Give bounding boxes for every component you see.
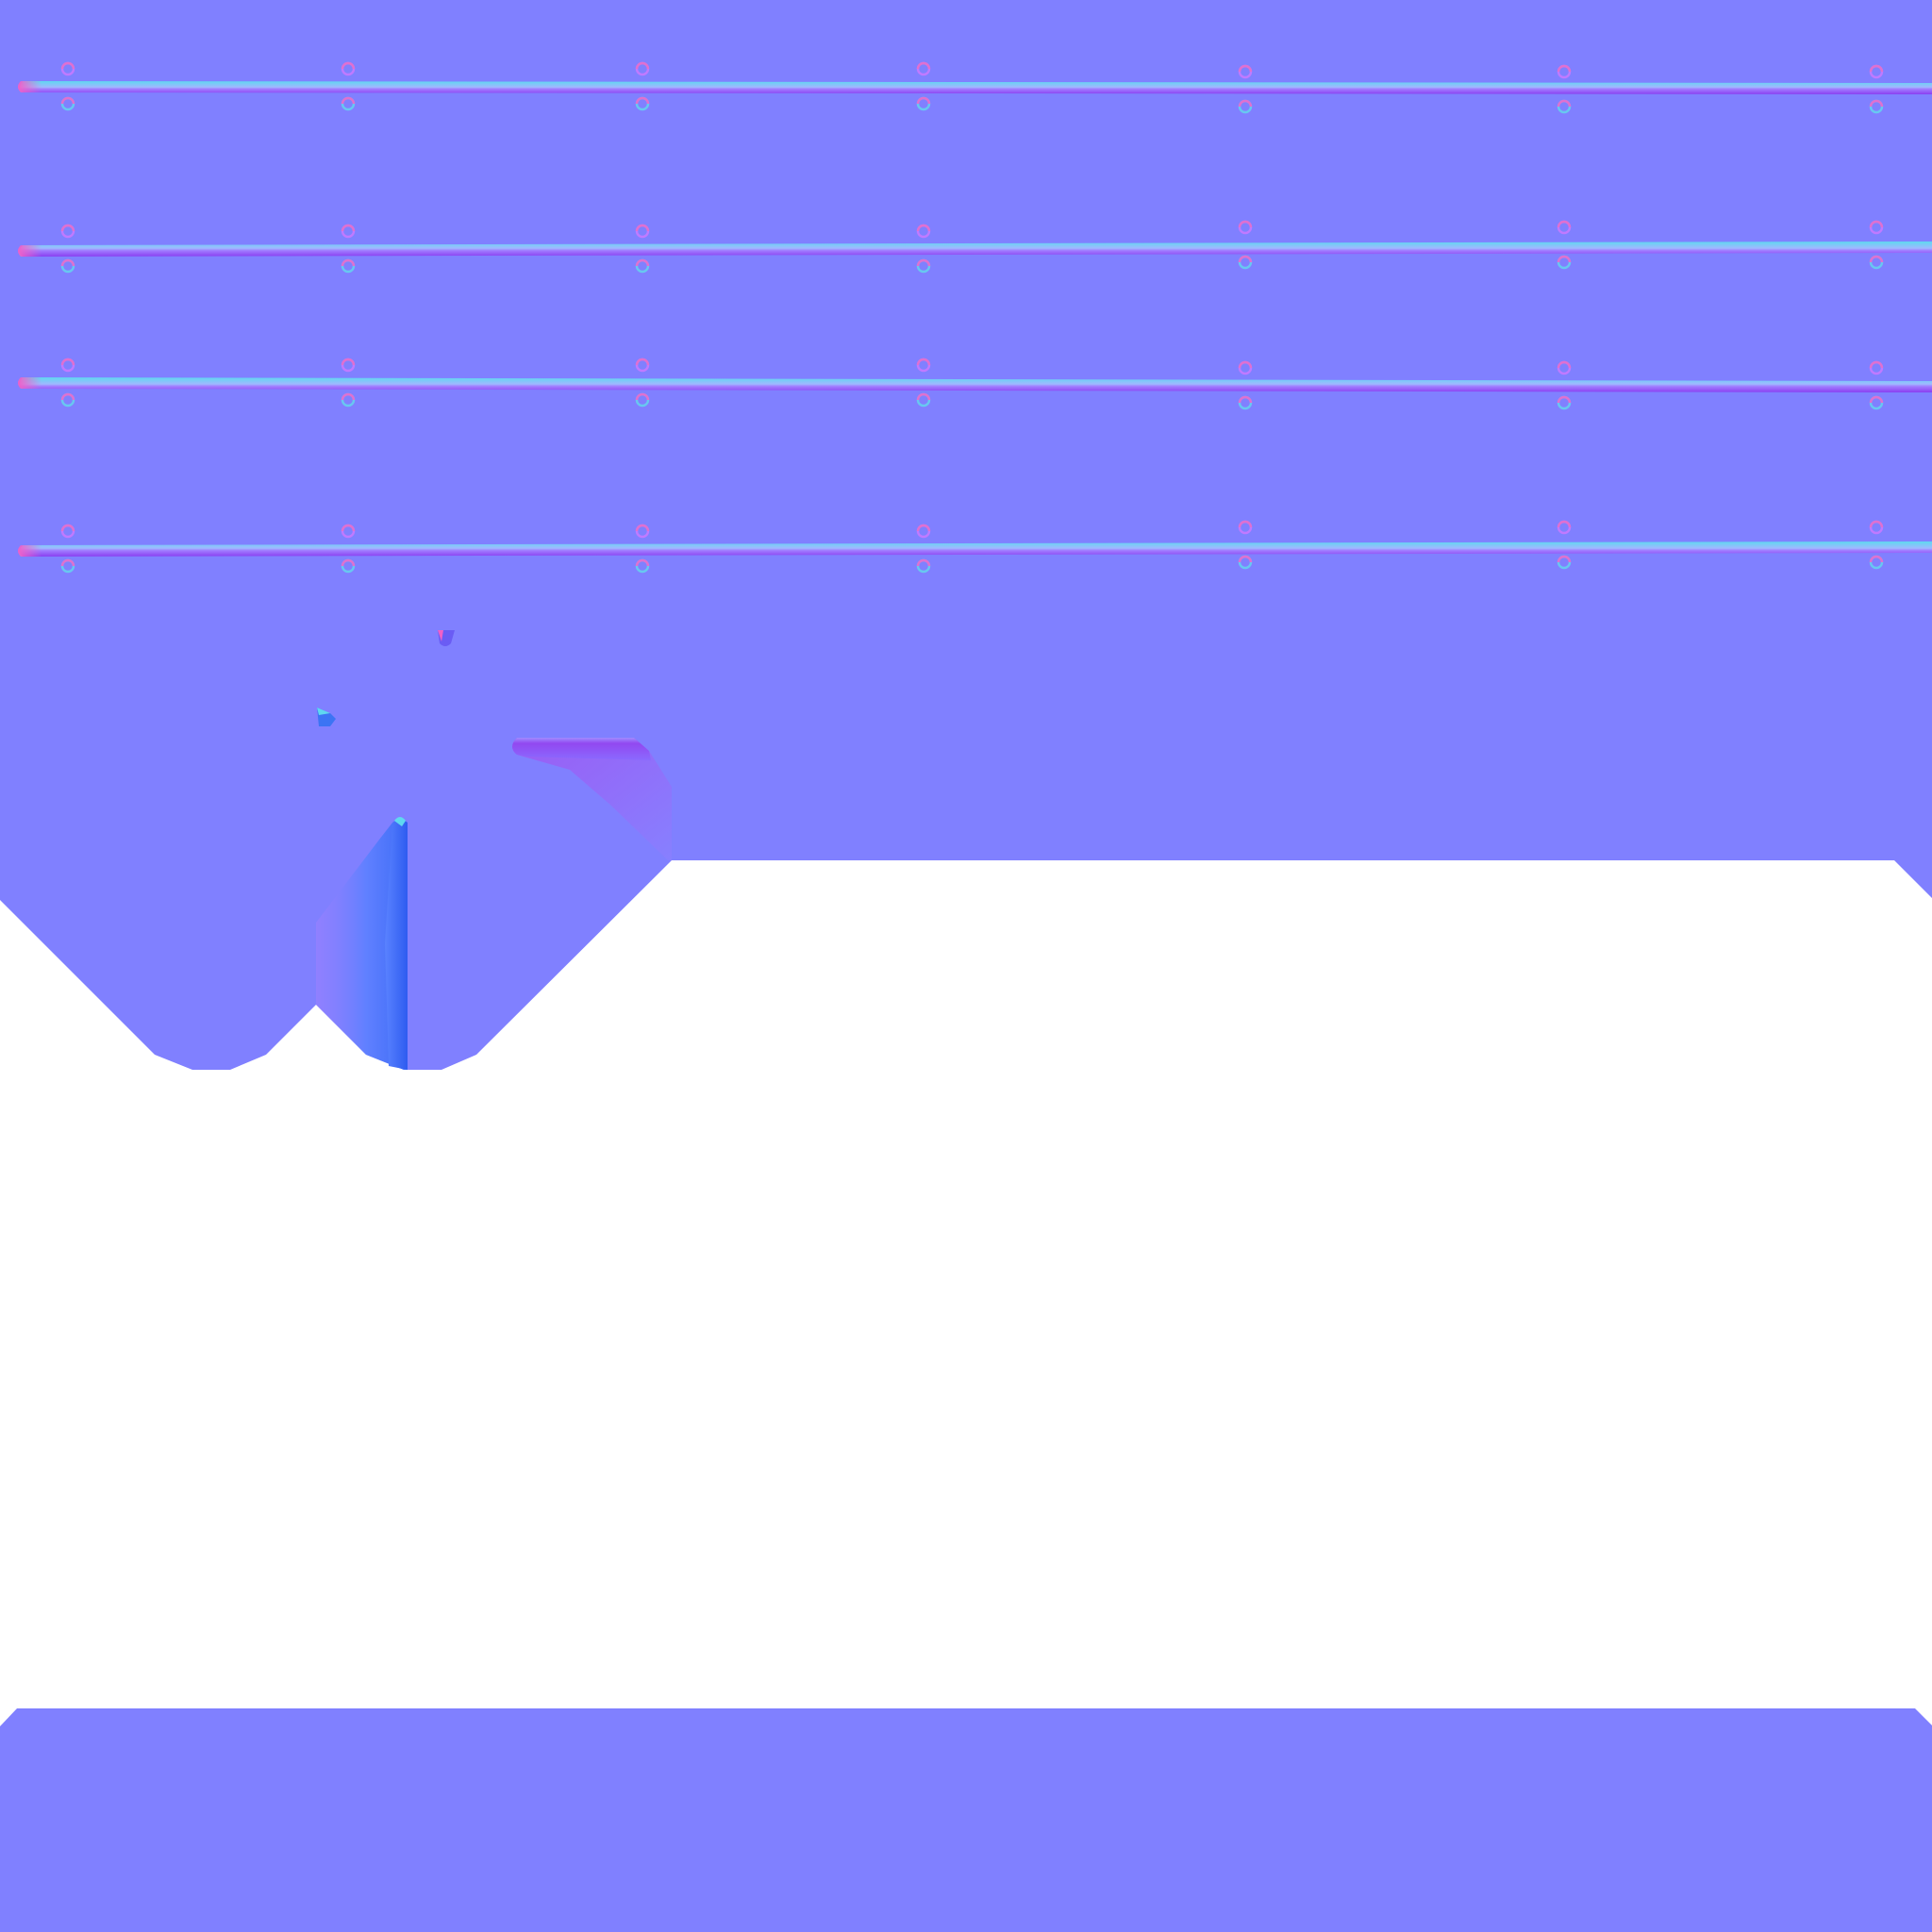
rivet-ring-highlight [635, 61, 650, 70]
rivet-ring-highlight [635, 96, 650, 105]
fold-tab [512, 738, 672, 860]
rivet-ring-highlight [916, 224, 931, 232]
rivet-ring-highlight [1869, 360, 1884, 369]
rivet-ring-highlight [1238, 395, 1253, 404]
rivet-ring-highlight [1869, 555, 1884, 563]
rivet-ring-highlight [341, 524, 356, 532]
rivet-ring-highlight [635, 558, 650, 567]
rivet-ring-highlight [341, 96, 356, 105]
rivet-ring-highlight [635, 392, 650, 401]
rivet-ring-highlight [916, 258, 931, 267]
rivet-ring-highlight [916, 392, 931, 401]
rivet-ring-highlight [341, 392, 356, 401]
rivet-ring-highlight [1557, 64, 1572, 73]
rivet-ring-highlight [1238, 64, 1253, 73]
rail-4 [18, 541, 1932, 557]
rivet-ring-highlight [341, 61, 356, 70]
rivet-ring-highlight [60, 96, 75, 105]
rail-1 [18, 81, 1932, 94]
rivet-ring-highlight [1557, 555, 1572, 563]
rails [18, 81, 1932, 557]
rivet-ring-highlight [1238, 255, 1253, 263]
rivet-ring-highlight [1238, 360, 1253, 369]
rivet-ring-highlight [1238, 99, 1253, 108]
rivet-ring-highlight [1869, 220, 1884, 228]
rivet-ring-highlight [1557, 255, 1572, 263]
rail-2 [18, 242, 1932, 257]
small-nubs [317, 630, 455, 726]
rivet-ring-highlight [60, 258, 75, 267]
rivet-ring-highlight [1238, 220, 1253, 228]
rivet-ring-highlight [1869, 255, 1884, 263]
rivet-ring-highlight [635, 524, 650, 532]
rivet-ring-highlight [341, 358, 356, 366]
rivet-ring-highlight [916, 61, 931, 70]
rivet-ring-highlight [916, 558, 931, 567]
lower-band [0, 1708, 1932, 1932]
rivet-ring-highlight [341, 558, 356, 567]
rivet-ring-highlight [916, 358, 931, 366]
rail-3 [18, 377, 1932, 392]
rivet-ring-highlight [1869, 520, 1884, 528]
rivet-ring-highlight [341, 224, 356, 232]
rivet-ring-highlight [1238, 520, 1253, 528]
rivet-ring-highlight [1557, 360, 1572, 369]
rivet-ring-highlight [1557, 220, 1572, 228]
rivet-rings [60, 61, 1884, 574]
rivet-ring-highlight [60, 392, 75, 401]
rivet-ring-highlight [635, 258, 650, 267]
rivet-ring-highlight [1869, 99, 1884, 108]
rivet-ring-highlight [1869, 395, 1884, 404]
upper-panel [0, 0, 1932, 1070]
rivet-ring-highlight [1869, 64, 1884, 73]
fold-wedge [316, 817, 408, 1070]
rivet-ring-highlight [916, 524, 931, 532]
rivet-ring-highlight [60, 224, 75, 232]
rivet-ring-highlight [1557, 395, 1572, 404]
rivet-ring-highlight [60, 61, 75, 70]
rivet-ring-highlight [635, 224, 650, 232]
rivet-ring-highlight [60, 358, 75, 366]
rivet-ring-highlight [60, 558, 75, 567]
rivet-ring-highlight [1557, 99, 1572, 108]
rivet-ring-highlight [60, 524, 75, 532]
rivet-ring-highlight [1557, 520, 1572, 528]
rivet-ring-highlight [341, 258, 356, 267]
rivet-ring-highlight [1238, 555, 1253, 563]
rivet-ring-highlight [916, 96, 931, 105]
rivet-ring-highlight [635, 358, 650, 366]
